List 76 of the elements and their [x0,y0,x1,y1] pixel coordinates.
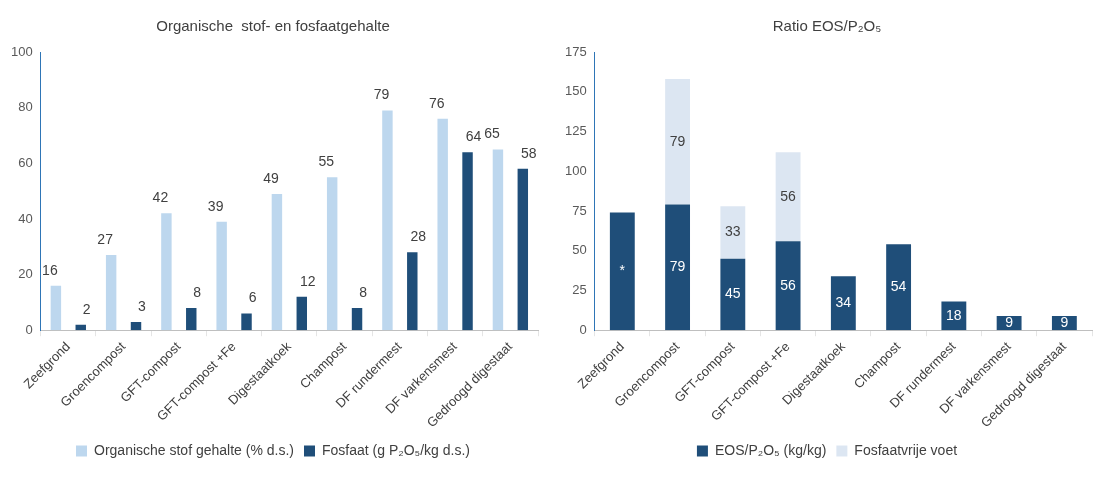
legend-label: Organische stof gehalte (% d.s.) [94,441,294,458]
bar [271,193,283,331]
data-label: 54 [890,278,907,295]
data-label: 56 [780,276,797,293]
legend-label: EOS/P₂O₅ (kg/kg) [714,441,827,458]
data-label: 16 [42,261,58,278]
data-label: 45 [725,285,741,302]
bar [437,118,448,331]
data-label: 64 [465,128,482,145]
data-label: 12 [299,272,316,289]
data-label: 18 [946,306,962,323]
data-label: 79 [373,86,390,103]
y-tick-label: 40 [18,210,33,226]
bar [492,149,504,331]
y-tick-label: 80 [18,99,33,115]
data-label: 39 [207,197,224,214]
legend-label: Fosfaat (g P₂O₅/kg d.s.) [321,441,470,458]
data-label: 49 [263,169,279,186]
bar [775,241,801,331]
bar [382,110,393,331]
y-tick-label: 0 [579,321,587,337]
bar [161,213,172,331]
data-label: 6 [248,289,257,306]
bar [241,313,252,331]
bar [50,285,62,331]
y-tick-label: 60 [18,154,33,170]
bar [130,321,142,331]
data-label: 27 [97,230,114,247]
bar [186,307,197,331]
bar [720,258,746,331]
y-tick-label: 25 [572,282,587,298]
y-tick-label: 175 [564,43,587,59]
y-tick-label: 50 [572,242,587,258]
data-label: 34 [835,294,852,311]
bar [216,221,227,331]
data-label: 42 [152,189,169,206]
data-label: 9 [1005,313,1014,330]
bar [665,79,691,205]
bar [407,252,418,331]
data-label: 9 [1060,313,1069,330]
bar [886,244,912,331]
y-tick-label: 0 [25,321,33,337]
y-tick-label: 125 [564,123,587,139]
bar [462,152,473,331]
bar [720,206,746,259]
y-tick-label: 75 [572,202,587,218]
data-label: 56 [780,187,797,204]
data-label: * [619,262,626,279]
data-label: 8 [359,283,368,300]
bar [105,255,117,331]
y-tick-label: 20 [18,266,33,282]
bar [296,296,307,331]
data-label: 76 [428,94,445,111]
data-label: 3 [138,297,147,314]
bar [830,276,856,331]
y-tick-label: 100 [10,43,33,59]
bar [326,177,338,331]
data-label: 79 [669,132,686,149]
y-tick-label: 150 [564,83,587,99]
chart-title: Organische stof- en fosfaatgehalte [156,17,390,35]
data-label: 8 [193,283,202,300]
legend-label: Fosfaatvrije voet [854,441,958,458]
bar [665,204,691,331]
bar [351,307,363,331]
bar [775,152,801,242]
data-label: 2 [82,300,91,317]
y-tick-label: 100 [564,162,587,178]
data-label: 79 [669,258,686,275]
data-label: 55 [318,153,335,170]
data-label: 33 [725,223,741,240]
bar [517,168,529,331]
chart-title: Ratio EOS/P₂O₅ [772,17,882,35]
data-label: 58 [521,144,537,161]
data-label: 28 [410,228,427,245]
data-label: 65 [484,125,500,142]
bar [609,212,635,331]
